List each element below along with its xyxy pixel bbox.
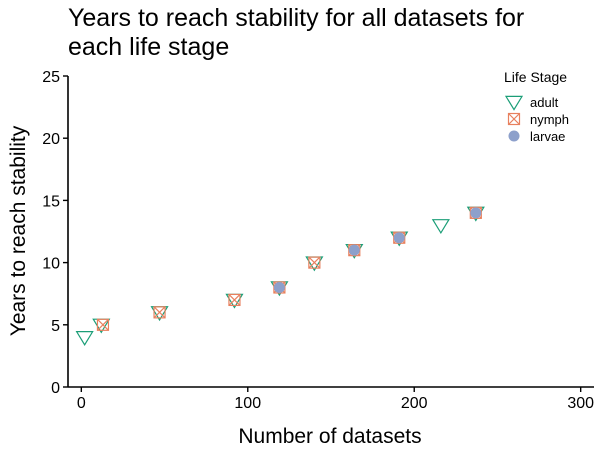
data-point-larvae — [393, 232, 405, 244]
legend-title: Life Stage — [504, 69, 567, 85]
data-point-nymph — [96, 318, 110, 331]
data-point-nymph — [228, 293, 241, 307]
y-tick-label: 10 — [42, 256, 60, 273]
x-tick-label: 300 — [567, 395, 594, 412]
y-tick-label: 0 — [51, 380, 60, 397]
legend-key-adult — [504, 95, 524, 111]
x-tick-label: 0 — [77, 395, 86, 412]
data-points — [75, 206, 485, 346]
data-point-larvae — [348, 244, 360, 256]
data-point-adult — [431, 219, 450, 235]
x-axis-title: Number of datasets — [238, 425, 421, 448]
data-point-larvae — [273, 281, 285, 293]
y-tick-label: 5 — [51, 318, 60, 335]
legend: Life Stage adult nymph larvae — [504, 69, 569, 144]
y-tick-label: 15 — [42, 193, 60, 210]
axes: 0 5 10 15 20 25 0 100 200 300 — [42, 69, 594, 412]
chart-title-line-2: each life stage — [68, 33, 229, 61]
legend-key-larvae — [508, 130, 520, 142]
x-tick-label: 100 — [234, 395, 261, 412]
data-point-nymph — [153, 306, 166, 319]
chart-title-line-1: Years to reach stability for all dataset… — [68, 4, 524, 32]
y-axis-title: Years to reach stability — [7, 125, 30, 336]
data-point-larvae — [470, 207, 482, 219]
legend-label-adult: adult — [530, 95, 559, 110]
y-tick-label: 20 — [42, 131, 60, 148]
legend-key-nymph — [507, 112, 521, 126]
legend-label-larvae: larvae — [530, 129, 565, 144]
legend-label-nymph: nymph — [530, 112, 569, 127]
data-point-nymph — [308, 256, 321, 269]
y-tick-label: 25 — [42, 69, 60, 86]
x-tick-label: 200 — [401, 395, 428, 412]
data-point-adult — [75, 331, 94, 346]
